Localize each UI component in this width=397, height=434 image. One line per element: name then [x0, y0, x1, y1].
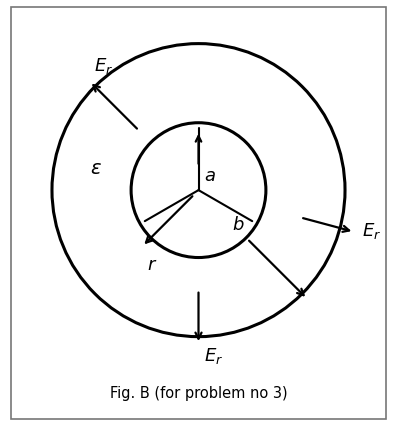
Text: $E_r$: $E_r$: [204, 345, 224, 365]
Text: $\epsilon$: $\epsilon$: [90, 160, 102, 178]
Text: $E_r$: $E_r$: [362, 221, 381, 241]
Text: Fig. B (for problem no 3): Fig. B (for problem no 3): [110, 385, 287, 400]
Text: $a$: $a$: [204, 167, 216, 185]
Text: $E_r$: $E_r$: [94, 56, 113, 76]
Text: $b$: $b$: [231, 215, 244, 233]
Text: $r$: $r$: [146, 256, 157, 273]
